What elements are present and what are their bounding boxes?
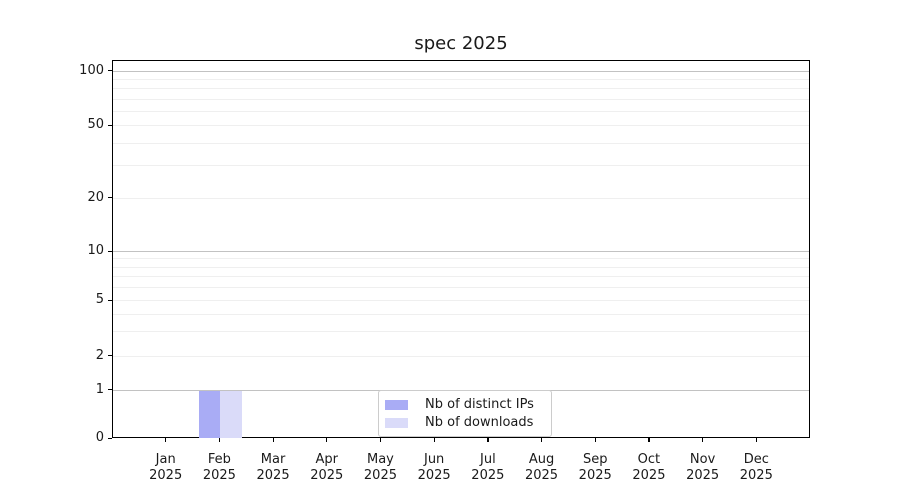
bar-feb-series-1 (198, 390, 221, 438)
x-axis-tick (433, 438, 435, 442)
y-axis-tick-label: 100 (79, 62, 104, 78)
x-axis-tick (165, 438, 167, 442)
gridline-y-90 (113, 78, 809, 80)
x-axis-tick-label: May 2025 (363, 452, 397, 483)
y-axis-tick (108, 437, 112, 439)
x-axis-tick (326, 438, 328, 442)
gridline-y-100 (113, 70, 809, 72)
y-axis-tick-label: 20 (87, 189, 104, 205)
bar-feb-series-2 (220, 390, 242, 438)
gridline-y-40 (113, 142, 809, 144)
y-axis-tick-label: 10 (87, 243, 104, 258)
legend: Nb of distinct IPs Nb of downloads (378, 390, 552, 437)
x-axis-tick-label: Dec 2025 (739, 452, 773, 483)
legend-swatch-downloads (385, 418, 408, 428)
gridline-y-80 (113, 88, 809, 90)
x-axis-tick-label: Mar 2025 (256, 452, 290, 483)
x-axis-tick-label: Jun 2025 (417, 452, 451, 483)
y-axis-tick-label: 2 (95, 347, 104, 363)
y-axis-tick (108, 70, 112, 72)
x-axis-tick (702, 438, 704, 442)
y-axis-tick-label: 5 (95, 292, 104, 307)
legend-label-downloads: Nb of downloads (425, 415, 534, 430)
legend-item-distinct-ips: Nb of distinct IPs (385, 396, 543, 414)
x-axis-tick-label: Feb 2025 (202, 452, 236, 483)
gridline-y-8 (113, 266, 809, 268)
y-axis-tick (108, 124, 112, 126)
y-axis-tick-label: 0 (95, 430, 104, 445)
y-axis-tick (108, 389, 112, 391)
gridline-y-3 (113, 330, 809, 332)
x-axis-tick (594, 438, 596, 442)
gridline-y-30 (113, 165, 809, 167)
x-axis-tick-label: Jul 2025 (471, 452, 505, 483)
gridline-y-9 (113, 258, 809, 260)
x-axis-tick (272, 438, 274, 442)
x-axis-tick (487, 438, 489, 442)
y-axis-tick (108, 250, 112, 252)
y-axis-tick (108, 299, 112, 301)
gridline-y-50 (113, 125, 809, 126)
x-axis-tick (648, 438, 650, 442)
legend-swatch-distinct-ips (385, 400, 408, 410)
gridline-y-60 (113, 110, 809, 112)
x-axis-tick (755, 438, 757, 442)
x-axis-tick-label: Oct 2025 (632, 452, 666, 483)
gridline-y-6 (113, 287, 809, 289)
gridline-y-2 (113, 355, 809, 357)
gridline-y-4 (113, 313, 809, 315)
gridline-y-5 (113, 300, 809, 301)
gridline-y-10 (113, 251, 809, 252)
gridline-y-7 (113, 276, 809, 278)
legend-label-distinct-ips: Nb of distinct IPs (425, 397, 534, 412)
gridline-y-70 (113, 98, 809, 100)
x-axis-tick (379, 438, 382, 442)
y-axis-tick-label: 1 (95, 381, 104, 397)
legend-item-downloads: Nb of downloads (385, 414, 543, 432)
x-axis-tick (541, 438, 543, 442)
x-axis-tick (218, 438, 221, 442)
y-axis-tick (108, 355, 112, 357)
gridline-y-20 (113, 197, 809, 199)
y-axis-tick (108, 197, 112, 199)
x-axis-tick-label: Apr 2025 (310, 452, 344, 483)
x-axis-tick-label: Aug 2025 (524, 452, 559, 483)
x-axis-tick-label: Sep 2025 (578, 452, 612, 483)
plot-area (112, 60, 810, 438)
x-axis-tick-label: Jan 2025 (149, 452, 183, 483)
chart-title: spec 2025 (414, 33, 508, 54)
y-axis-tick-label: 50 (87, 117, 104, 132)
x-axis-tick-label: Nov 2025 (686, 452, 720, 483)
